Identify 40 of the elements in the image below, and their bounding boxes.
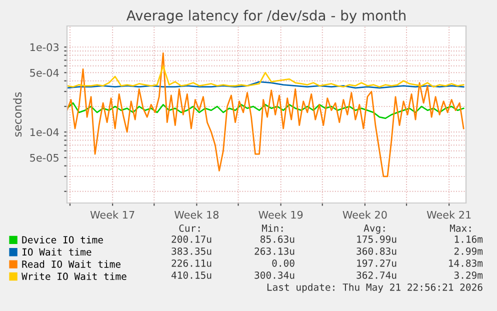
text: 300.34u <box>254 271 294 279</box>
y-tick-label: 5e-05 <box>30 154 58 162</box>
line-series <box>67 81 464 89</box>
text: Max: <box>450 224 471 232</box>
text: Cur: <box>179 224 200 232</box>
text: Avg: <box>364 224 385 234</box>
y-tick-label: 1e-03 <box>30 43 59 52</box>
text: 175.99u <box>357 235 396 243</box>
text: 3.29m <box>454 271 483 279</box>
text: 197.27u <box>357 259 396 267</box>
line-series <box>67 65 464 88</box>
text: 200.17u <box>172 235 212 243</box>
legend-label: Device IO time <box>22 236 103 244</box>
x-tick-label: Week 20 <box>342 210 387 219</box>
legend-label: Write IO Wait time <box>22 272 126 280</box>
x-tick-label: Week 19 <box>258 210 303 219</box>
y-tick-label: 1e-04 <box>30 128 59 136</box>
text: 2.99m <box>454 247 483 255</box>
line-series <box>67 52 464 178</box>
x-tick-label: Week 17 <box>90 210 134 219</box>
legend-label: Read IO Wait time <box>22 260 120 268</box>
text: 1.16m <box>454 235 483 243</box>
line-series <box>67 102 464 119</box>
y-tick-label: 5e-04 <box>30 68 59 77</box>
text: 383.35u <box>172 247 212 255</box>
x-tick-label: Week 18 <box>174 210 219 219</box>
text: 0.00 <box>272 259 294 267</box>
legend-label: IO Wait time <box>22 248 92 256</box>
x-tick-label: Week 21 <box>426 210 471 219</box>
text: 85.63u <box>260 235 294 243</box>
text: Min: <box>262 224 283 232</box>
y-axis-title: seconds <box>13 92 22 137</box>
text: 360.83u <box>356 247 396 255</box>
chart-title: Average latency for /dev/sda - by month <box>126 10 406 24</box>
text: 362.74u <box>356 271 396 279</box>
text: 226.11u <box>172 259 212 267</box>
text: 410.15u <box>172 271 212 279</box>
text: 14.83m <box>449 259 483 267</box>
text: Last update: Thu May 21 22:56:21 2026 <box>267 283 482 293</box>
text: 263.13u <box>254 247 294 255</box>
